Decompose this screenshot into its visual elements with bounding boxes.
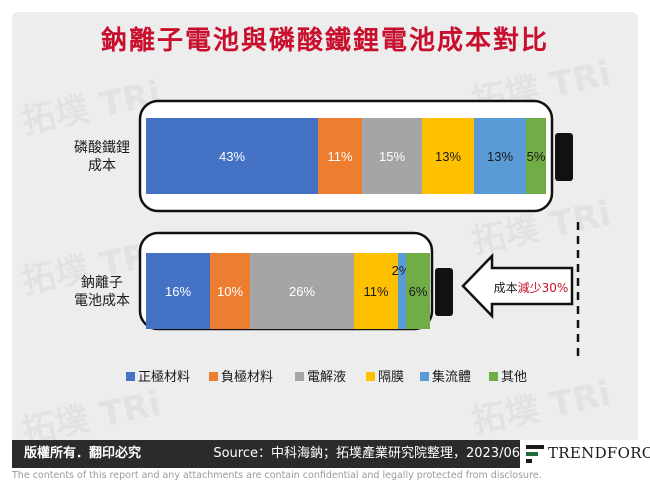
legend-swatch	[489, 372, 498, 381]
logo-text: TRENDFORCE	[548, 444, 650, 462]
bar-segment	[354, 253, 398, 329]
data-label: 16%	[165, 284, 191, 299]
legend-swatch	[420, 372, 429, 381]
annotation-highlight: 減少30%	[518, 280, 569, 295]
chart-title: 鈉離子電池與磷酸鐵鋰電池成本對比	[100, 26, 549, 56]
legend-swatch	[366, 372, 375, 381]
legend-swatch	[209, 372, 218, 381]
battery-cap	[435, 268, 453, 316]
bar-segment	[406, 253, 430, 329]
disclaimer-text: The contents of this report and any atta…	[12, 470, 542, 481]
category-label: 鈉離子	[81, 274, 123, 291]
data-label: 5%	[527, 149, 546, 164]
source-note: Source：中科海鈉；拓墣產業研究院整理，2023/06	[213, 446, 520, 461]
annotation-label: 成本減少30%	[494, 280, 569, 295]
copyright-notice: 版權所有．翻印必究	[24, 446, 142, 461]
legend-swatch	[126, 372, 135, 381]
data-label: 13%	[487, 149, 513, 164]
data-label: 11%	[363, 284, 388, 299]
legend-label: 正極材料	[138, 369, 190, 385]
bar-segment	[210, 253, 250, 329]
category-label: 成本	[88, 158, 116, 174]
category-label: 電池成本	[74, 293, 130, 309]
bar-segment	[526, 118, 546, 194]
data-label: 10%	[217, 284, 243, 299]
bar-segment	[146, 253, 210, 329]
bar-segment	[398, 253, 406, 329]
legend-label: 隔膜	[378, 370, 404, 385]
data-label: 6%	[409, 284, 428, 299]
bar-segment	[318, 118, 362, 194]
legend-label: 其他	[501, 370, 527, 385]
trendforce-logo: TRENDFORCE	[520, 440, 650, 468]
legend-swatch	[295, 372, 304, 381]
data-label: 43%	[219, 149, 245, 164]
data-label: 26%	[289, 284, 315, 299]
data-label: 15%	[379, 149, 405, 164]
bar-segment	[362, 118, 422, 194]
data-label: 13%	[435, 149, 461, 164]
annotation-arrow	[461, 252, 574, 320]
bar-segment	[250, 253, 354, 329]
battery-cap	[555, 133, 573, 181]
bar-segment	[474, 118, 526, 194]
bar-segment	[146, 118, 318, 194]
legend-label: 集流體	[432, 369, 471, 385]
category-label: 磷酸鐵鋰	[74, 139, 130, 156]
legend-label: 電解液	[307, 370, 346, 385]
data-label: 11%	[327, 149, 352, 164]
legend-label: 負極材料	[221, 369, 273, 385]
trendforce-logo-icon	[526, 445, 544, 463]
bar-segment	[422, 118, 474, 194]
annotation-prefix: 成本	[494, 281, 518, 295]
